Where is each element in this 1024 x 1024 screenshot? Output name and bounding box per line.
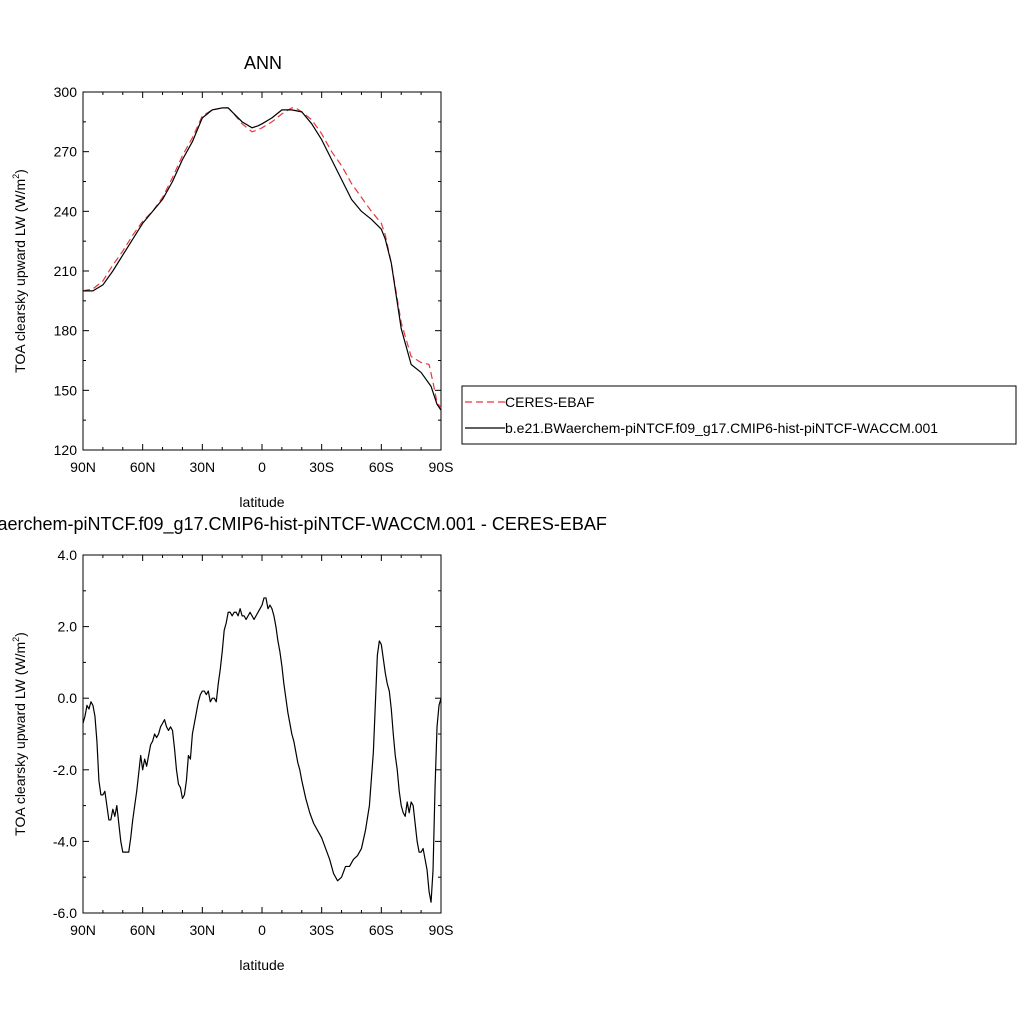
bottom-series-line-0 bbox=[82, 597, 442, 903]
bottom-x-tick-label: 60N bbox=[130, 922, 156, 938]
top-plot-frame bbox=[82, 91, 442, 451]
top-y-tick-label: 120 bbox=[54, 442, 78, 458]
bottom-x-axis-label: latitude bbox=[239, 957, 284, 973]
top-x-axis-label: latitude bbox=[239, 494, 284, 510]
top-y-tick-label: 270 bbox=[54, 144, 78, 160]
bottom-x-tick-labels: 90N 60N 30N 0 30S 60S 90S bbox=[70, 922, 453, 938]
top-y-tick-label: 150 bbox=[54, 382, 78, 398]
bottom-panel: b.e21.BWaerchem-piNTCF.f09_g17.CMIP6-his… bbox=[0, 514, 607, 973]
bottom-y-tick-label: 4.0 bbox=[58, 547, 78, 563]
bottom-tick-group bbox=[82, 554, 442, 914]
top-y-axis-label-close: ) bbox=[12, 169, 28, 174]
top-series-group bbox=[82, 107, 442, 411]
top-x-tick-label: 60S bbox=[369, 459, 394, 475]
top-series-line-0 bbox=[82, 107, 442, 409]
bottom-y-axis-label-close: ) bbox=[12, 632, 28, 637]
bottom-y-tick-labels: -6.0 -4.0 -2.0 0.0 2.0 4.0 bbox=[53, 547, 77, 921]
top-x-tick-label: 90S bbox=[429, 459, 454, 475]
top-y-axis-label-sup: 2 bbox=[11, 174, 21, 179]
top-y-axis-label-main: TOA clearsky upward LW (W/m bbox=[12, 179, 28, 373]
legend: CERES-EBAF b.e21.BWaerchem-piNTCF.f09_g1… bbox=[461, 385, 1017, 445]
top-y-axis-label: TOA clearsky upward LW (W/m2) bbox=[11, 169, 28, 373]
bottom-y-axis-label-main: TOA clearsky upward LW (W/m bbox=[12, 642, 28, 836]
bottom-series-group bbox=[82, 597, 442, 903]
bottom-x-tick-label: 0 bbox=[258, 922, 266, 938]
bottom-y-axis-label: TOA clearsky upward LW (W/m2) bbox=[11, 632, 28, 836]
bottom-y-tick-label: -4.0 bbox=[53, 833, 77, 849]
top-panel: ANN 90N 60N 30N 0 30S 60S 90S 120 150 180 210 240 2… bbox=[11, 53, 453, 510]
top-y-tick-label: 210 bbox=[54, 263, 78, 279]
bottom-x-tick-label: 60S bbox=[369, 922, 394, 938]
top-x-tick-label: 30S bbox=[309, 459, 334, 475]
top-y-tick-labels: 120 150 180 210 240 270 300 bbox=[54, 84, 78, 458]
top-x-tick-labels: 90N 60N 30N 0 30S 60S 90S bbox=[70, 459, 453, 475]
bottom-y-axis-label-sup: 2 bbox=[11, 637, 21, 642]
bottom-y-tick-label: 2.0 bbox=[58, 619, 78, 635]
legend-box bbox=[461, 385, 1017, 445]
bottom-x-tick-label: 90N bbox=[70, 922, 96, 938]
top-y-tick-label: 180 bbox=[54, 323, 78, 339]
bottom-panel-title: b.e21.BWaerchem-piNTCF.f09_g17.CMIP6-his… bbox=[0, 514, 607, 535]
top-x-tick-label: 30N bbox=[189, 459, 215, 475]
top-y-tick-label: 240 bbox=[54, 203, 78, 219]
bottom-plot-frame bbox=[82, 554, 442, 914]
bottom-y-tick-label: -2.0 bbox=[53, 762, 77, 778]
bottom-x-tick-label: 90S bbox=[429, 922, 454, 938]
bottom-x-tick-label: 30N bbox=[189, 922, 215, 938]
top-series-line-1 bbox=[83, 107, 442, 411]
top-tick-group bbox=[82, 91, 442, 451]
legend-label-model: b.e21.BWaerchem-piNTCF.f09_g17.CMIP6-his… bbox=[505, 420, 938, 436]
top-y-tick-label: 300 bbox=[54, 84, 78, 100]
bottom-y-tick-label: -6.0 bbox=[53, 905, 77, 921]
top-x-tick-label: 60N bbox=[130, 459, 156, 475]
bottom-x-tick-label: 30S bbox=[309, 922, 334, 938]
top-x-tick-label: 90N bbox=[70, 459, 96, 475]
legend-label-ceres: CERES-EBAF bbox=[505, 394, 594, 410]
top-x-tick-label: 0 bbox=[258, 459, 266, 475]
top-panel-title: ANN bbox=[244, 53, 282, 73]
bottom-y-tick-label: 0.0 bbox=[58, 690, 78, 706]
